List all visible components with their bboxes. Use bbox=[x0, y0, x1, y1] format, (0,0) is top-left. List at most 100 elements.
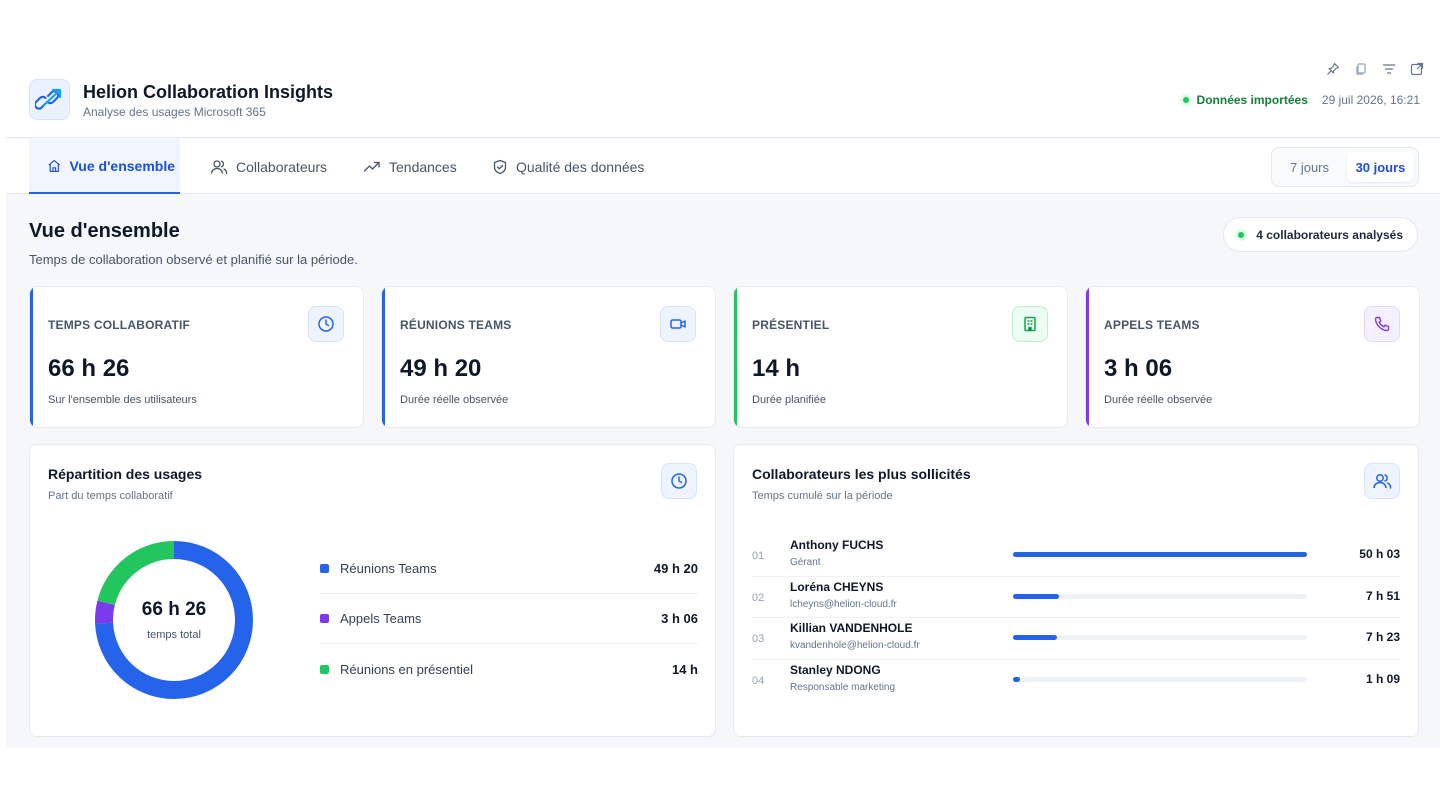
period-7-days[interactable]: 7 jours bbox=[1289, 159, 1330, 175]
collaborator-ranking: 01 Anthony FUCHS Gérant 50 h 03 02 Lorén… bbox=[752, 535, 1400, 701]
ranking-row[interactable]: 02 Loréna CHEYNS lcheyns@helion-cloud.fr… bbox=[752, 577, 1400, 618]
usage-donut-chart: 66 h 26 temps total bbox=[92, 538, 256, 702]
import-status-label: Données importées bbox=[1196, 93, 1308, 107]
time-bar-fill bbox=[1013, 552, 1307, 557]
home-icon bbox=[48, 159, 61, 172]
phone-icon bbox=[1364, 306, 1400, 342]
collaborator-time: 50 h 03 bbox=[1359, 547, 1400, 561]
kpi-note: Sur l'ensemble des utilisateurs bbox=[48, 394, 197, 406]
kpi-value: 66 h 26 bbox=[48, 355, 130, 382]
legend-item-presentiel: Réunions en présentiel 14 h bbox=[320, 644, 698, 694]
rank-number: 03 bbox=[752, 633, 765, 645]
page-title: Vue d'ensemble bbox=[29, 220, 180, 242]
collaborator-time: 7 h 51 bbox=[1365, 588, 1400, 603]
donut-total: 66 h 26 bbox=[141, 599, 207, 620]
app-frame: Helion Collaboration Insights Analyse de… bbox=[6, 58, 1440, 748]
usage-legend: Réunions Teams 49 h 20 Appels Teams 3 h … bbox=[320, 544, 698, 694]
kpi-label: APPELS TEAMS bbox=[1104, 318, 1200, 332]
trend-icon bbox=[363, 161, 380, 172]
donut-center: 66 h 26 temps total bbox=[92, 538, 256, 702]
legend-item-reunions-teams: Réunions Teams 49 h 20 bbox=[320, 544, 698, 594]
collaborator-time: 1 h 09 bbox=[1365, 671, 1400, 686]
app-logo bbox=[29, 79, 70, 120]
period-30-days[interactable]: 30 jours bbox=[1347, 152, 1414, 182]
panel-title: Répartition des usages bbox=[48, 466, 203, 482]
kpi-value: 49 h 20 bbox=[400, 355, 482, 382]
app-header: Helion Collaboration Insights Analyse de… bbox=[6, 58, 1440, 138]
pin-icon[interactable] bbox=[1324, 60, 1342, 78]
app-title: Helion Collaboration Insights bbox=[83, 82, 334, 102]
tab-tendances[interactable]: Tendances bbox=[363, 139, 457, 194]
kpi-accent bbox=[734, 287, 737, 427]
status-dot bbox=[1238, 231, 1245, 238]
time-bar-track bbox=[1013, 593, 1307, 599]
shield-icon bbox=[493, 159, 507, 174]
kpi-note: Durée planifiée bbox=[752, 394, 826, 406]
time-bar-track bbox=[1013, 676, 1307, 682]
kpi-card-presentiel: PRÉSENTIEL 14 h Durée planifiée bbox=[733, 286, 1068, 428]
link-arrow-icon bbox=[34, 88, 61, 110]
donut-svg bbox=[95, 541, 253, 699]
kpi-card-appels-teams: APPELS TEAMS 3 h 06 Durée réelle observé… bbox=[1085, 286, 1420, 428]
video-icon bbox=[660, 306, 696, 342]
collaborator-email: lcheyns@helion-cloud.fr bbox=[790, 598, 897, 610]
kpi-label: PRÉSENTIEL bbox=[752, 318, 830, 332]
legend-label: Appels Teams bbox=[340, 611, 422, 626]
clock-icon bbox=[308, 306, 344, 342]
tab-label: Qualité des données bbox=[516, 158, 645, 175]
legend-label: Réunions en présentiel bbox=[340, 661, 473, 677]
time-bar-fill bbox=[1013, 593, 1060, 599]
users-icon bbox=[210, 159, 228, 174]
rank-number: 02 bbox=[752, 591, 765, 604]
tab-qualite[interactable]: Qualité des données bbox=[492, 139, 644, 194]
ranking-row[interactable]: 03 Killian VANDENHOLE kvandenhole@helion… bbox=[752, 618, 1400, 660]
legend-label: Réunions Teams bbox=[340, 561, 437, 576]
time-bar-fill bbox=[1013, 676, 1020, 682]
ranking-row[interactable]: 01 Anthony FUCHS Gérant 50 h 03 bbox=[752, 535, 1400, 577]
collaborator-name: Loréna CHEYNS bbox=[790, 579, 884, 594]
time-bar-fill bbox=[1013, 635, 1057, 640]
kpi-label: TEMPS COLLABORATIF bbox=[48, 318, 191, 332]
kpi-accent bbox=[30, 287, 33, 427]
collaborator-name: Anthony FUCHS bbox=[790, 538, 884, 552]
ranking-row[interactable]: 04 Stanley NDONG Responsable marketing 1… bbox=[752, 660, 1400, 702]
tab-label: Tendances bbox=[389, 158, 457, 175]
legend-swatch bbox=[320, 664, 329, 674]
building-icon bbox=[1012, 306, 1048, 342]
kpi-note: Durée réelle observée bbox=[400, 394, 509, 406]
legend-value: 3 h 06 bbox=[661, 611, 698, 626]
kpi-accent bbox=[382, 287, 385, 427]
kpi-value: 3 h 06 bbox=[1104, 355, 1173, 382]
page-subtitle: Temps de collaboration observé et planif… bbox=[29, 252, 358, 267]
tab-collaborateurs[interactable]: Collaborateurs bbox=[210, 139, 327, 194]
kpi-card-temps-collaboratif: TEMPS COLLABORATIF 66 h 26 Sur l'ensembl… bbox=[29, 286, 364, 428]
legend-value: 49 h 20 bbox=[653, 561, 698, 576]
collaborator-name: Killian VANDENHOLE bbox=[790, 621, 913, 635]
import-status: Données importées 29 juil 2026, 16:21 bbox=[1182, 93, 1420, 107]
expand-icon[interactable] bbox=[1408, 60, 1426, 78]
kpi-card-reunions-teams: RÉUNIONS TEAMS 49 h 20 Durée réelle obse… bbox=[381, 286, 716, 428]
collaborator-email: kvandenhole@helion-cloud.fr bbox=[790, 640, 920, 651]
rank-number: 01 bbox=[752, 550, 765, 562]
kpi-note: Durée réelle observée bbox=[1104, 394, 1213, 406]
analysed-badge: 4 collaborateurs analysés bbox=[1223, 217, 1418, 252]
window-toolbar bbox=[1324, 60, 1426, 78]
legend-value: 14 h bbox=[671, 661, 698, 677]
tab-overview[interactable]: Vue d'ensemble bbox=[29, 139, 180, 194]
donut-slice-1 bbox=[95, 541, 253, 699]
kpi-accent bbox=[1086, 287, 1089, 427]
legend-swatch bbox=[320, 614, 329, 623]
filter-icon[interactable] bbox=[1380, 60, 1398, 78]
collaborator-role: Gérant bbox=[790, 557, 821, 568]
kpi-label: RÉUNIONS TEAMS bbox=[400, 318, 512, 332]
app-subtitle: Analyse des usages Microsoft 365 bbox=[83, 105, 266, 119]
clock-icon bbox=[661, 463, 697, 499]
tab-label: Vue d'ensemble bbox=[69, 157, 175, 174]
collaborator-time: 7 h 23 bbox=[1365, 630, 1400, 644]
panel-subtitle: Part du temps collaboratif bbox=[48, 490, 173, 502]
status-dot bbox=[1182, 97, 1189, 103]
period-selector: 7 jours 30 jours bbox=[1271, 147, 1419, 187]
users-icon bbox=[1364, 463, 1400, 499]
donut-slice-2 bbox=[95, 541, 253, 699]
copy-icon[interactable] bbox=[1352, 60, 1370, 78]
